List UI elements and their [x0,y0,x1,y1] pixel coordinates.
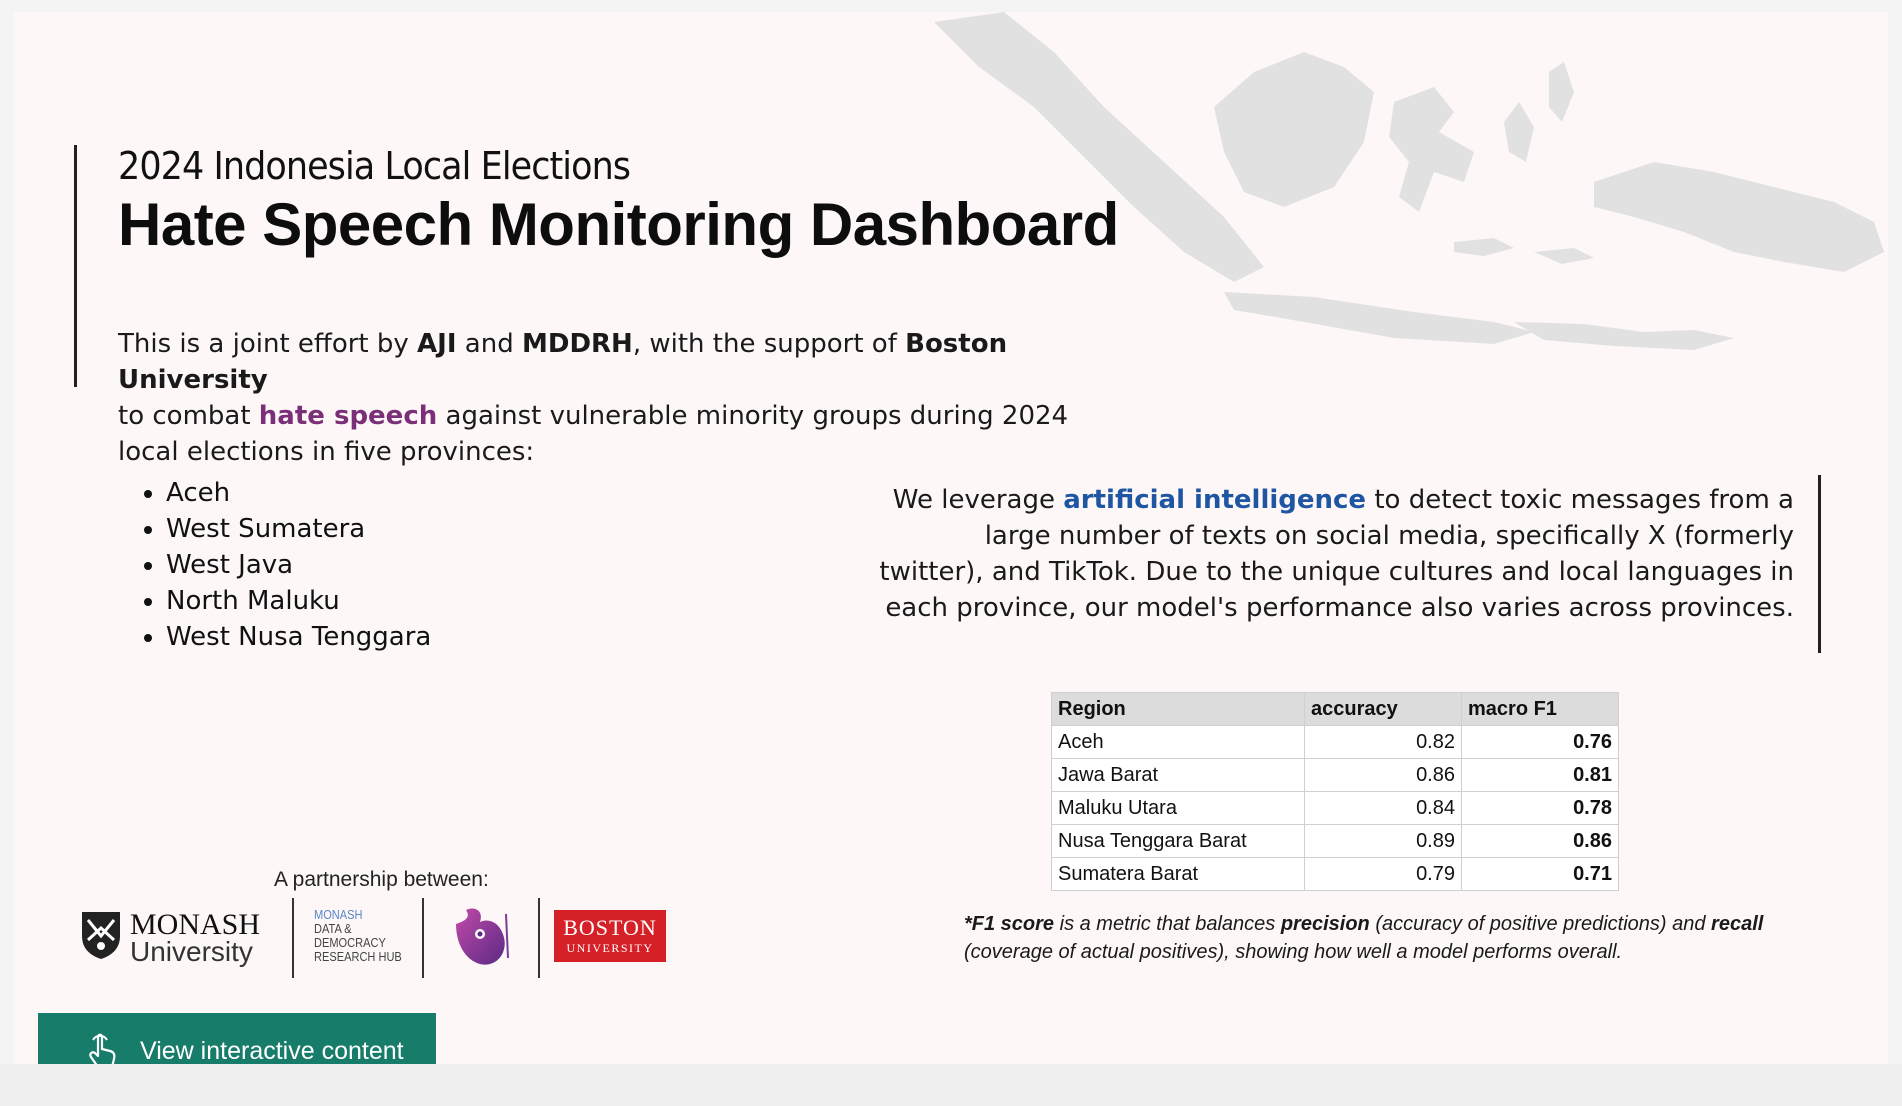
mddrh-line3: DEMOCRACY [314,935,386,950]
ai-text: We leverage [892,485,1064,515]
mddrh-line1: MONASH [314,907,363,922]
cell-f1: 0.86 [1461,824,1619,858]
ai-text: to detect toxic messages from a large nu… [879,485,1794,623]
list-item: West Java [166,547,431,583]
monash-university-logo: MONASH University [78,898,278,978]
org-mddrh: MDDRH [521,329,633,359]
cell-accuracy: 0.89 [1304,824,1462,858]
slide: 2024 Indonesia Local Elections Hate Spee… [14,12,1888,1064]
precision-term: precision [1280,913,1370,935]
table-header-row: Region accuracy macro F1 [1051,692,1619,726]
footnote-text: is a metric that balances [1054,913,1281,935]
right-accent-bar [1818,475,1821,653]
footnote-text: (accuracy of positive predictions) and [1369,913,1712,935]
f1-term: *F1 score [964,913,1055,935]
partner-logos: MONASH University MONASH DATA & DEMOCRAC… [78,898,678,978]
intro-text: and [456,329,522,359]
metrics-table: Region accuracy macro F1 Aceh 0.82 0.76 … [1051,692,1619,891]
indonesia-map-watermark [934,12,1884,350]
page-title: Hate Speech Monitoring Dashboard [118,191,1119,258]
mddrh-logo: MONASH DATA & DEMOCRACY RESEARCH HUB [314,908,402,964]
f1-footnote: *F1 score is a metric that balances prec… [964,910,1794,966]
header-macro-f1: macro F1 [1461,692,1619,726]
logo-divider [292,898,294,978]
cell-region: Nusa Tenggara Barat [1051,824,1305,858]
cell-accuracy: 0.79 [1304,857,1462,891]
org-aji: AJI [417,329,457,359]
monash-line1: MONASH [130,908,261,941]
header-region: Region [1051,692,1305,726]
cell-f1: 0.76 [1461,725,1619,759]
bottom-strip [0,1064,1902,1106]
list-item: West Nusa Tenggara [166,619,431,655]
hate-speech-highlight: hate speech [258,401,438,431]
intro-text: to combat [118,401,259,431]
ai-paragraph: We leverage artificial intelligence to d… [874,482,1794,626]
list-item: West Sumatera [166,511,431,547]
monash-line2: University [130,936,253,967]
intro-text: This is a joint effort by [118,329,418,359]
cell-f1: 0.81 [1461,758,1619,792]
cell-region: Maluku Utara [1051,791,1305,825]
cell-accuracy: 0.84 [1304,791,1462,825]
list-item: North Maluku [166,583,431,619]
cell-region: Jawa Barat [1051,758,1305,792]
pointer-hand-icon [89,1033,116,1069]
logo-divider [538,898,540,978]
list-item: Aceh [166,475,431,511]
org-boston-university: Boston University [118,329,1008,395]
aji-logo-icon [456,908,509,965]
table-row: Aceh 0.82 0.76 [1051,725,1619,759]
table-row: Jawa Barat 0.86 0.81 [1051,758,1619,792]
province-list: Aceh West Sumatera West Java North Maluk… [120,475,431,655]
footnote-text: (coverage of actual positives), showing … [964,941,1623,963]
mddrh-line4: RESEARCH HUB [314,949,402,964]
cta-label: View interactive content [140,1036,404,1065]
mddrh-line2: DATA & [314,921,352,936]
cell-region: Aceh [1051,725,1305,759]
recall-term: recall [1711,913,1764,935]
intro-text: , with the support of [632,329,906,359]
header-accuracy: accuracy [1304,692,1462,726]
monash-shield-icon [82,912,120,959]
intro-paragraph: This is a joint effort by AJI and MDDRH,… [118,326,1118,470]
bu-line1: BOSTON [563,915,657,940]
cell-f1: 0.78 [1461,791,1619,825]
bu-line2: UNIVERSITY [566,941,654,955]
cell-accuracy: 0.82 [1304,725,1462,759]
cell-region: Sumatera Barat [1051,857,1305,891]
page-subtitle: 2024 Indonesia Local Elections [118,144,631,188]
partnership-label: A partnership between: [274,868,489,891]
cell-accuracy: 0.86 [1304,758,1462,792]
boston-university-logo: BOSTON UNIVERSITY [554,910,666,962]
logo-divider [422,898,424,978]
table-row: Maluku Utara 0.84 0.78 [1051,791,1619,825]
cell-f1: 0.71 [1461,857,1619,891]
left-accent-bar [74,145,77,387]
table-row: Nusa Tenggara Barat 0.89 0.86 [1051,824,1619,858]
table-row: Sumatera Barat 0.79 0.71 [1051,857,1619,891]
ai-highlight: artificial intelligence [1063,485,1367,515]
intro-text: against vulnerable minority groups durin… [118,401,1069,467]
